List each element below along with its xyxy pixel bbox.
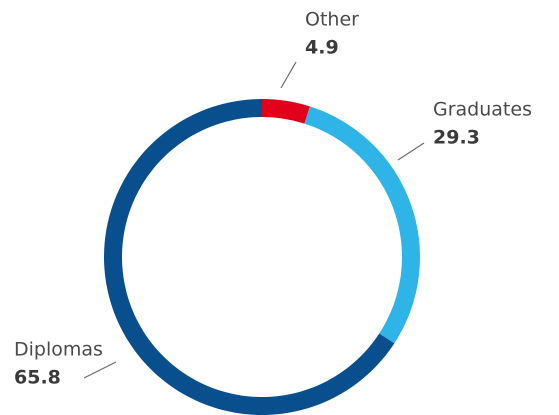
segment-value: 4.9 bbox=[305, 37, 339, 59]
segment-label: Graduates bbox=[433, 99, 532, 121]
segment-label: Diplomas bbox=[14, 339, 103, 361]
segment-label: Other bbox=[305, 9, 359, 31]
donut-segment bbox=[262, 99, 310, 124]
leader-line bbox=[83, 361, 117, 379]
segment-value: 65.8 bbox=[14, 367, 61, 389]
donut-segment bbox=[304, 106, 420, 344]
leader-line bbox=[280, 61, 297, 89]
segment-value: 29.3 bbox=[433, 127, 480, 149]
leader-line bbox=[397, 142, 425, 161]
